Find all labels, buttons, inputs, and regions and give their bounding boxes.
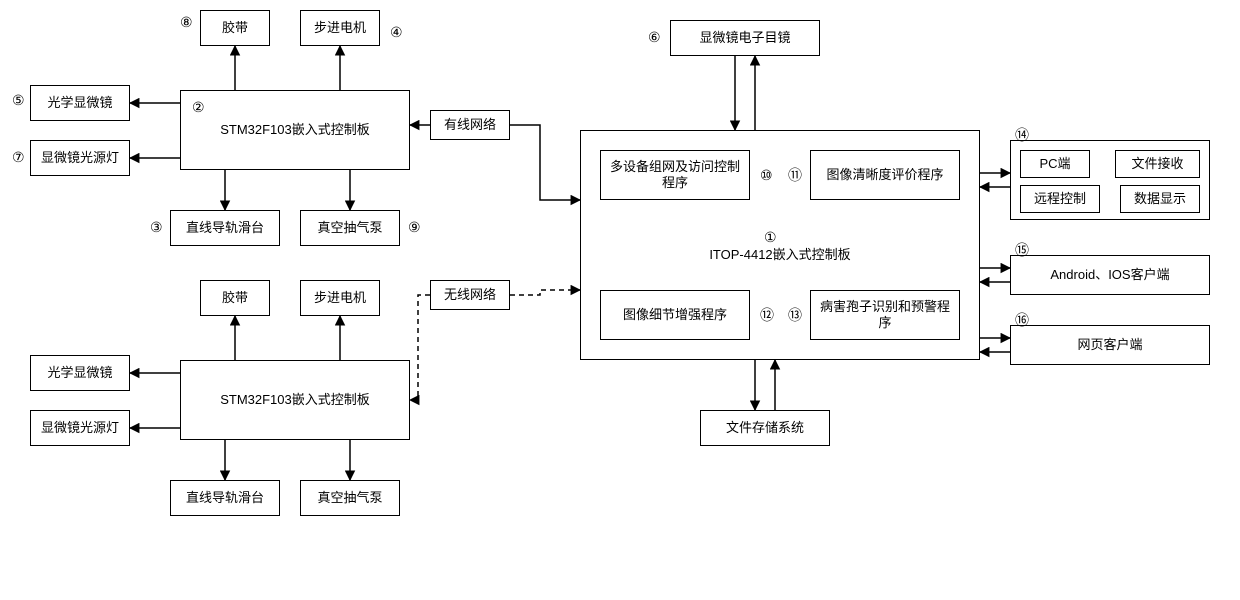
node-itop_disease: 病害孢子识别和预警程序: [810, 290, 960, 340]
node-vacuum_bot: 真空抽气泵: [300, 480, 400, 516]
node-label: 显微镜光源灯: [41, 420, 119, 436]
node-label: 图像清晰度评价程序: [826, 167, 943, 183]
node-itop_sharp: 图像清晰度评价程序: [810, 150, 960, 200]
circled-label-c10: ⑩: [760, 168, 773, 182]
node-label: 直线导轨滑台: [186, 490, 264, 506]
node-label: 无线网络: [444, 287, 496, 303]
node-eyepiece: 显微镜电子目镜: [670, 20, 820, 56]
circled-label-c11: ⑪: [788, 168, 802, 182]
node-label: 有线网络: [444, 117, 496, 133]
circled-label-c8: ⑧: [180, 15, 193, 29]
node-label: 胶带: [222, 20, 248, 36]
node-label: 网页客户端: [1077, 337, 1142, 353]
node-label: 图像细节增强程序: [623, 307, 727, 323]
node-itop_net: 多设备组网及访问控制程序: [600, 150, 750, 200]
node-label: 远程控制: [1034, 191, 1086, 207]
circled-label-c4: ④: [390, 25, 403, 39]
node-label: 病害孢子识别和预警程序: [815, 299, 955, 332]
node-pc_remote: 远程控制: [1020, 185, 1100, 213]
node-stepper_bot: 步进电机: [300, 280, 380, 316]
node-pc_show: 数据显示: [1120, 185, 1200, 213]
circled-label-c1: ①: [764, 230, 777, 244]
node-label: ITOP-4412嵌入式控制板: [709, 247, 850, 263]
node-stm32_bot: STM32F103嵌入式控制板: [180, 360, 410, 440]
node-pc_label: PC端: [1020, 150, 1090, 178]
circled-label-c5: ⑤: [12, 93, 25, 107]
node-label: 直线导轨滑台: [186, 220, 264, 236]
node-vacuum_top: 真空抽气泵: [300, 210, 400, 246]
node-label: 光学显微镜: [47, 365, 112, 381]
circled-label-c9: ⑨: [408, 220, 421, 234]
circled-label-c12: ⑫: [760, 308, 774, 322]
node-label: PC端: [1039, 156, 1070, 172]
node-storage: 文件存储系统: [700, 410, 830, 446]
node-label: 文件接收: [1131, 156, 1183, 172]
node-label: 多设备组网及访问控制程序: [605, 159, 745, 192]
circled-label-c7: ⑦: [12, 150, 25, 164]
node-rail_bot: 直线导轨滑台: [170, 480, 280, 516]
node-light_bot: 显微镜光源灯: [30, 410, 130, 446]
node-optical_bot: 光学显微镜: [30, 355, 130, 391]
node-tape_top: 胶带: [200, 10, 270, 46]
node-label: 文件存储系统: [726, 420, 804, 436]
circled-label-c3: ③: [150, 220, 163, 234]
node-label: 步进电机: [314, 20, 366, 36]
node-wired: 有线网络: [430, 110, 510, 140]
node-optical_top: 光学显微镜: [30, 85, 130, 121]
node-web: 网页客户端: [1010, 325, 1210, 365]
node-label: STM32F103嵌入式控制板: [220, 122, 370, 138]
node-label: 显微镜光源灯: [41, 150, 119, 166]
node-wireless: 无线网络: [430, 280, 510, 310]
node-light_top: 显微镜光源灯: [30, 140, 130, 176]
node-itop_detail: 图像细节增强程序: [600, 290, 750, 340]
node-label: 步进电机: [314, 290, 366, 306]
circled-label-c6: ⑥: [648, 30, 661, 44]
node-label: 真空抽气泵: [317, 220, 382, 236]
node-label: STM32F103嵌入式控制板: [220, 392, 370, 408]
circled-label-c14: ⑭: [1015, 128, 1029, 142]
circled-label-c2: ②: [192, 100, 205, 114]
node-label: 真空抽气泵: [317, 490, 382, 506]
diagram-canvas: STM32F103嵌入式控制板胶带步进电机光学显微镜显微镜光源灯直线导轨滑台真空…: [0, 0, 1240, 600]
node-stepper_top: 步进电机: [300, 10, 380, 46]
node-label: Android、IOS客户端: [1050, 267, 1169, 283]
node-stm32_top: STM32F103嵌入式控制板: [180, 90, 410, 170]
node-rail_top: 直线导轨滑台: [170, 210, 280, 246]
node-mobile: Android、IOS客户端: [1010, 255, 1210, 295]
node-label: 显微镜电子目镜: [699, 30, 790, 46]
node-pc_recv: 文件接收: [1115, 150, 1200, 178]
circled-label-c15: ⑮: [1015, 243, 1029, 257]
circled-label-c16: ⑯: [1015, 313, 1029, 327]
node-label: 光学显微镜: [47, 95, 112, 111]
node-label: 数据显示: [1134, 191, 1186, 207]
node-label: 胶带: [222, 290, 248, 306]
node-tape_bot: 胶带: [200, 280, 270, 316]
circled-label-c13: ⑬: [788, 308, 802, 322]
